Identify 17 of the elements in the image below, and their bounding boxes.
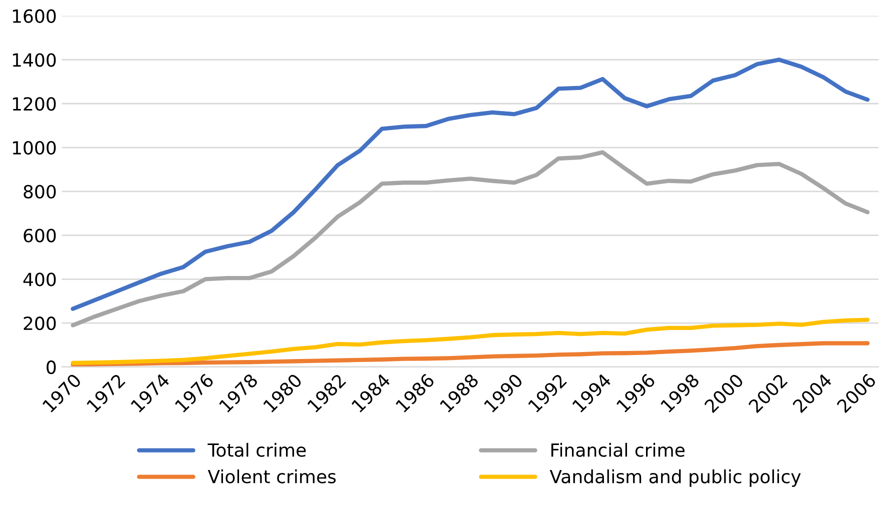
legend-label: Vandalism and public policy — [550, 469, 801, 487]
y-tick-label: 200 — [24, 316, 56, 330]
y-tick-label: 1600 — [12, 9, 56, 23]
y-tick-label: 1200 — [12, 97, 56, 111]
y-tick-label: 1000 — [12, 140, 56, 155]
y-tick-label: 400 — [23, 272, 56, 286]
y-tick-label: 800 — [24, 184, 56, 199]
line-series — [70, 58, 870, 311]
y-tick-label: 600 — [24, 228, 56, 242]
line-series — [70, 318, 870, 366]
y-tick-label: 1400 — [12, 53, 56, 67]
legend-label: Financial crime — [551, 442, 685, 457]
line-series — [70, 150, 870, 328]
y-tick-label: 0 — [46, 360, 56, 374]
line-series — [70, 341, 870, 367]
legend-label: Violent crimes — [208, 469, 336, 484]
legend-label: Total crime — [208, 442, 306, 457]
